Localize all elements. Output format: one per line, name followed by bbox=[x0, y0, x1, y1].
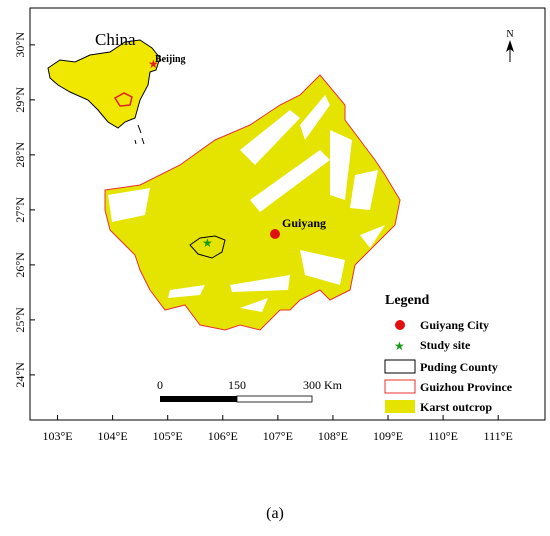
beijing-star: ★ bbox=[148, 57, 159, 71]
beijing-label: Beijing bbox=[155, 54, 186, 65]
islands bbox=[134, 124, 145, 145]
legend-label: Karst outcrop bbox=[420, 400, 492, 414]
x-tick-label: 108°E bbox=[318, 429, 348, 443]
y-tick-label: 30°N bbox=[13, 32, 27, 58]
scale-label: 150 bbox=[228, 378, 246, 392]
scale-bar-black bbox=[160, 396, 237, 402]
caption: (a) bbox=[266, 505, 284, 522]
guizhou-inset bbox=[113, 92, 133, 107]
scale-bar-white bbox=[236, 395, 313, 403]
north-arrow bbox=[506, 40, 514, 52]
x-tick-label: 109°E bbox=[373, 429, 403, 443]
x-tick-label: 105°E bbox=[153, 429, 183, 443]
guiyang-label: Guiyang bbox=[282, 216, 326, 230]
y-tick-label: 25°N bbox=[13, 307, 27, 333]
legend-symbol: ★ bbox=[394, 339, 405, 353]
legend-label: Guiyang City bbox=[420, 318, 489, 332]
north-label: N bbox=[506, 29, 513, 40]
y-tick-label: 26°N bbox=[13, 252, 27, 278]
x-tick-label: 111°E bbox=[484, 429, 513, 443]
y-tick-label: 28°N bbox=[13, 142, 27, 168]
x-tick-label: 104°E bbox=[98, 429, 128, 443]
legend-title: Legend bbox=[385, 293, 430, 308]
y-tick-label: 27°N bbox=[13, 197, 27, 223]
study-site-star: ★ bbox=[202, 236, 213, 250]
legend-label: Puding County bbox=[420, 360, 498, 374]
legend-symbol bbox=[384, 359, 416, 374]
y-tick-label: 29°N bbox=[13, 87, 27, 113]
y-tick-label: 24°N bbox=[13, 362, 27, 388]
guiyang-point bbox=[270, 229, 280, 239]
inset-title: China bbox=[95, 30, 136, 49]
scale-label: 0 bbox=[157, 378, 163, 392]
non-karst-areas bbox=[108, 95, 385, 312]
scale-label: 300 Km bbox=[303, 378, 343, 392]
legend-label: Guizhou Province bbox=[420, 380, 513, 394]
legend-symbol bbox=[384, 379, 416, 394]
x-tick-label: 110°E bbox=[428, 429, 458, 443]
legend-label: Study site bbox=[420, 338, 471, 352]
legend-symbol bbox=[385, 400, 415, 413]
x-tick-label: 106°E bbox=[208, 429, 238, 443]
legend-symbol bbox=[395, 320, 405, 330]
china-outline bbox=[47, 39, 161, 129]
puding-county bbox=[189, 235, 226, 259]
x-tick-label: 103°E bbox=[42, 429, 72, 443]
x-tick-label: 107°E bbox=[263, 429, 293, 443]
